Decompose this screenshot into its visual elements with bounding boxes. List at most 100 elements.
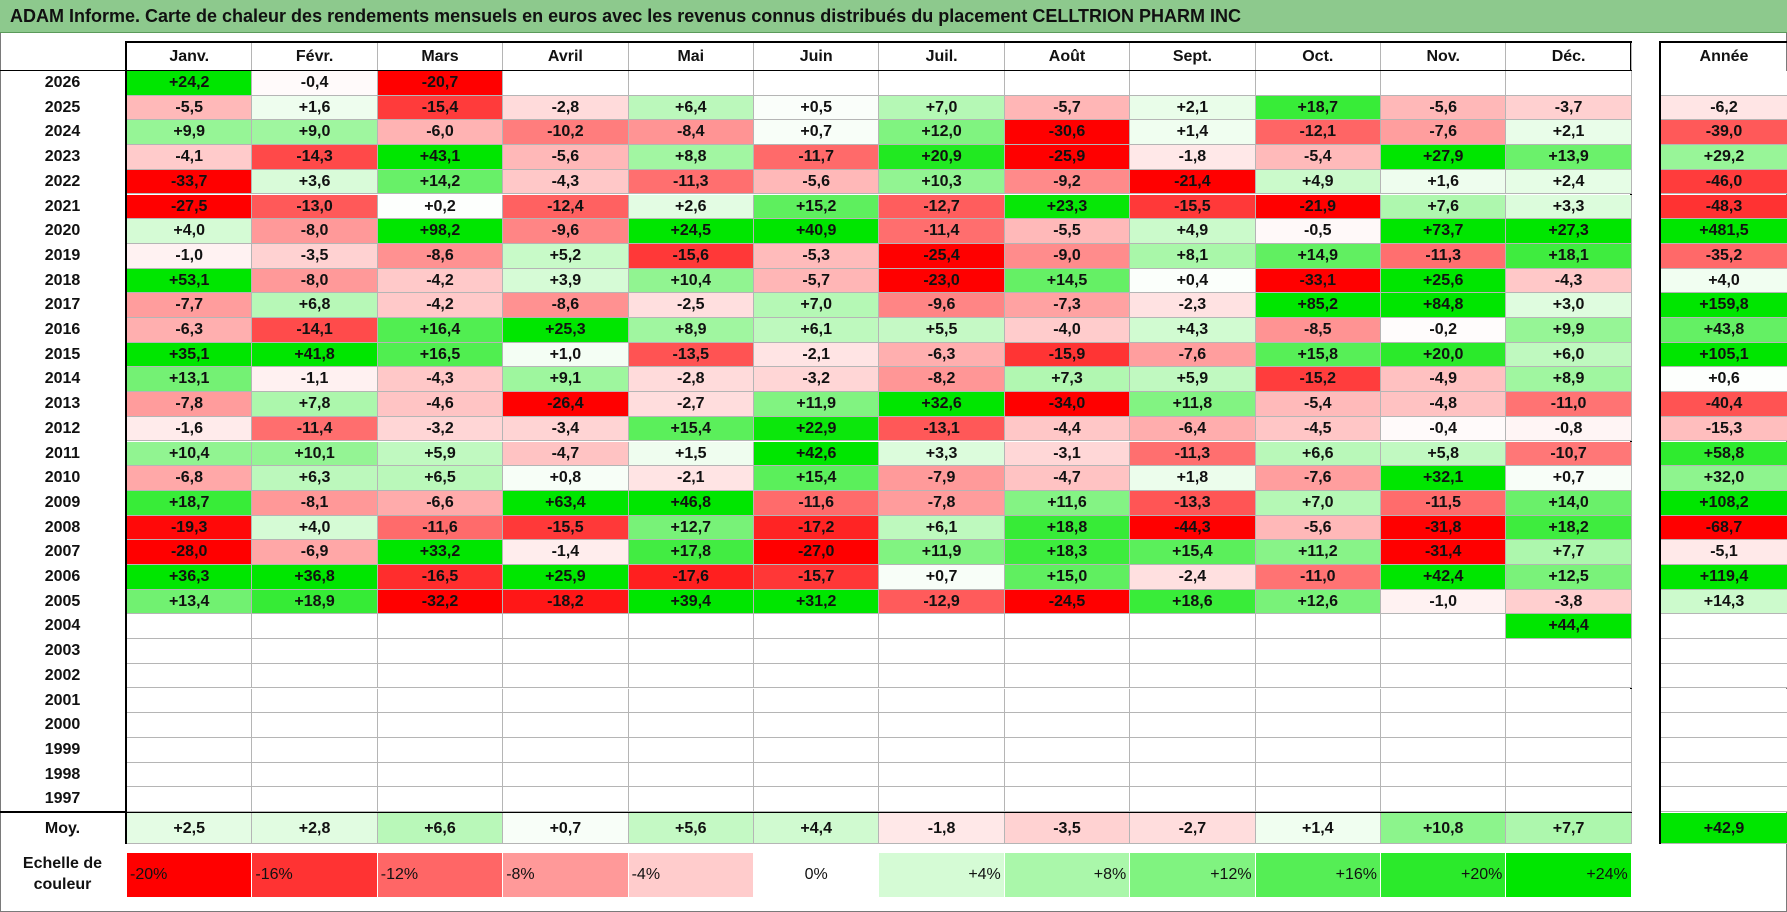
- heatmap-cell: [1130, 713, 1256, 738]
- annual-cell: -48,3: [1661, 194, 1787, 220]
- year-row-label: 2003: [44, 642, 81, 660]
- year-row-label: 2006: [44, 568, 81, 585]
- heatmap-cell: +14,5: [1004, 268, 1131, 294]
- heatmap-cell: -6,9: [252, 540, 378, 565]
- annual-cell: +119,4: [1661, 565, 1787, 590]
- heatmap-cell: -2,8: [503, 95, 629, 121]
- heatmap-cell: [1130, 787, 1256, 812]
- heatmap-cell: +2,4: [1506, 169, 1632, 195]
- heatmap-cell: -33,1: [1255, 268, 1381, 294]
- heatmap-cell: [628, 762, 754, 788]
- heatmap-cell: +24,2: [127, 71, 253, 96]
- heatmap-cell: +15,0: [1004, 565, 1131, 590]
- heatmap-cell: [754, 688, 880, 714]
- heatmap-cell: -3,7: [1506, 95, 1632, 121]
- annual-cell: -5,1: [1661, 540, 1787, 565]
- heatmap-cell: +5,8: [1381, 441, 1507, 467]
- column-header: Juil.: [879, 43, 1005, 70]
- average-row-label: Moy.: [44, 820, 81, 837]
- heatmap-cell: [754, 787, 880, 812]
- heatmap-cell: [1004, 713, 1131, 738]
- annual-cell: +108,2: [1661, 490, 1787, 516]
- heatmap-cell: -5,4: [1255, 145, 1381, 170]
- heatmap-cell: +25,6: [1381, 268, 1507, 294]
- heatmap-cell: [252, 614, 378, 640]
- heatmap-cell: [1381, 614, 1507, 640]
- heatmap-cell: [127, 737, 253, 763]
- heatmap-cell: +63,4: [503, 490, 629, 516]
- column-header: Déc.: [1506, 43, 1632, 70]
- heatmap-cell: -4,0: [1004, 318, 1131, 343]
- heatmap-cell: [1130, 614, 1256, 640]
- heatmap-cell: +11,9: [879, 540, 1005, 565]
- annual-cell: -68,7: [1661, 515, 1787, 541]
- heatmap-cell: [1004, 688, 1131, 714]
- heatmap-cell: +24,5: [628, 219, 754, 244]
- heatmap-cell: [1130, 663, 1256, 689]
- heatmap-cell: +3,9: [503, 268, 629, 294]
- heatmap-cell: [377, 688, 504, 714]
- heatmap-cell: -5,7: [1004, 95, 1131, 121]
- annual-cell: [1661, 762, 1787, 788]
- heatmap-cell: -9,2: [1004, 169, 1131, 195]
- heatmap-cell: +1,4: [1255, 813, 1381, 844]
- heatmap-cell: -15,4: [377, 95, 504, 121]
- heatmap-cell: +18,7: [1255, 95, 1381, 121]
- heatmap-cell: +9,0: [252, 120, 378, 146]
- heatmap-cell: -26,4: [503, 392, 629, 417]
- column-header: Avril: [503, 43, 629, 70]
- heatmap-cell: -5,5: [127, 95, 253, 121]
- annual-cell: -6,2: [1661, 95, 1787, 121]
- heatmap-cell: -5,6: [1381, 95, 1507, 121]
- heatmap-cell: -10,7: [1506, 441, 1632, 467]
- year-row-label: 2025: [44, 98, 81, 116]
- heatmap-cell: +33,2: [377, 540, 504, 565]
- heatmap-cell: -12,9: [879, 589, 1005, 615]
- heatmap-cell: +13,9: [1506, 145, 1632, 170]
- heatmap-cell: [879, 663, 1005, 689]
- heatmap-cell: +1,8: [1130, 466, 1256, 491]
- heatmap-cell: [503, 713, 629, 738]
- heatmap-cell: [879, 614, 1005, 640]
- heatmap-cell: -3,2: [754, 367, 880, 393]
- heatmap-cell: +18,8: [1004, 515, 1131, 541]
- heatmap-cell: -4,3: [1506, 268, 1632, 294]
- heatmap-cell: +3,0: [1506, 293, 1632, 318]
- heatmap-cell: [628, 663, 754, 689]
- heatmap-cell: +12,7: [628, 515, 754, 541]
- heatmap-cell: [377, 663, 504, 689]
- heatmap-cell: -0,2: [1381, 318, 1507, 343]
- heatmap-cell: +7,0: [754, 293, 880, 318]
- heatmap-cell: [628, 71, 754, 96]
- heatmap-cell: [1506, 663, 1632, 689]
- heatmap-cell: +0,5: [754, 95, 880, 121]
- heatmap-cell: +4,4: [754, 813, 880, 844]
- heatmap-cell: +8,9: [628, 318, 754, 343]
- year-row-label: 2019: [44, 246, 81, 264]
- heatmap-cell: +53,1: [127, 268, 253, 294]
- heatmap-cell: +20,9: [879, 145, 1005, 170]
- heatmap-cell: -5,6: [1255, 515, 1381, 541]
- heatmap-cell: -11,6: [377, 515, 504, 541]
- heatmap-cell: -4,2: [377, 293, 504, 318]
- annual-cell: [1661, 737, 1787, 763]
- heatmap-cell: [754, 639, 880, 664]
- heatmap-cell: -9,6: [879, 293, 1005, 318]
- heatmap-cell: -21,4: [1130, 169, 1256, 195]
- heatmap-cell: +2,5: [127, 813, 253, 844]
- heatmap-cell: [252, 713, 378, 738]
- heatmap-cell: +0,8: [503, 466, 629, 491]
- heatmap-cell: [754, 762, 880, 788]
- heatmap-cell: +14,9: [1255, 243, 1381, 269]
- heatmap-cell: [1255, 737, 1381, 763]
- heatmap-cell: +44,4: [1506, 614, 1632, 640]
- heatmap-cell: -17,2: [754, 515, 880, 541]
- heatmap-cell: [879, 737, 1005, 763]
- heatmap-cell: +1,0: [503, 342, 629, 368]
- heatmap-cell: +15,4: [754, 466, 880, 491]
- heatmap-cell: -0,4: [252, 71, 378, 96]
- heatmap-cell: -11,0: [1255, 565, 1381, 590]
- heatmap-cell: -11,0: [1506, 392, 1632, 417]
- heatmap-cell: [1255, 614, 1381, 640]
- heatmap-cell: [1004, 71, 1131, 96]
